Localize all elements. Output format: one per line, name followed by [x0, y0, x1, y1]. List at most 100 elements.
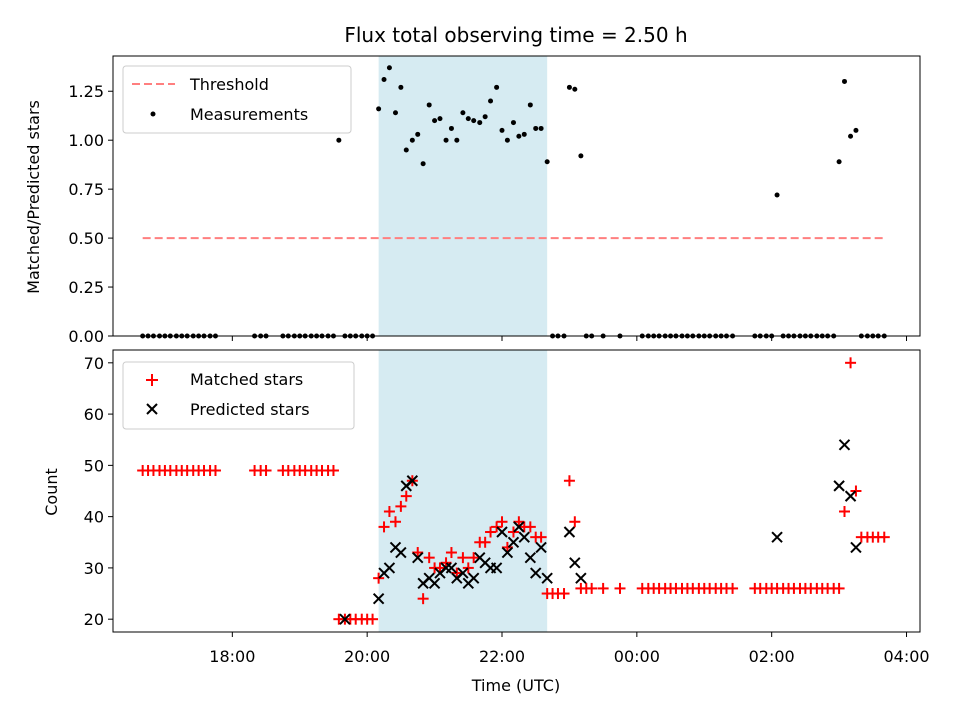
top-axes-frame	[112, 55, 921, 337]
predicted-star-marker	[372, 592, 385, 605]
measurement-point	[465, 116, 471, 122]
predicted-marker-b	[575, 572, 587, 584]
predicted-marker-b	[490, 562, 503, 574]
measurement-point	[336, 137, 342, 143]
predicted-star-marker	[518, 531, 530, 543]
measurement-point	[471, 118, 477, 124]
predicted-star-marker	[467, 572, 480, 584]
measurement-point	[398, 84, 404, 90]
bottom-y-axis-label: Count	[42, 468, 61, 516]
predicted-star-marker	[383, 562, 396, 574]
measurement-point	[510, 120, 516, 126]
predicted-marker-b	[406, 475, 419, 487]
top-y-tick-label: 0.25	[68, 278, 104, 297]
legend-matched-swatch	[146, 374, 158, 386]
measurement-point	[426, 102, 432, 108]
top-highlight-span	[378, 56, 548, 336]
top-panel: 0.00 0.25 0.50 0.75 1.00 1.25 Matched/Predict…	[24, 55, 921, 346]
measurement-point	[538, 125, 544, 131]
matched-star-marker	[597, 582, 609, 594]
bottom-y-ticks: 20 30 40 50 60 70	[84, 354, 113, 629]
predicted-marker-b	[457, 567, 469, 579]
predicted-marker-b	[563, 526, 576, 538]
predicted-star-marker	[428, 577, 441, 589]
x-axis-label: Time (UTC)	[471, 676, 560, 695]
top-y-tick-label: 1.25	[68, 82, 104, 101]
predicted-marker-b	[535, 541, 547, 554]
predicted-marker-b	[569, 557, 581, 569]
predicted-marker-b	[423, 572, 435, 584]
matched-star-marker	[462, 562, 474, 574]
predicted-marker-b	[844, 490, 857, 502]
predicted-marker-b	[496, 526, 508, 538]
measurement-point	[841, 78, 847, 84]
predicted-marker-b	[389, 541, 402, 554]
matched-star-marker	[838, 506, 850, 518]
matched-star-marker	[395, 500, 407, 512]
predicted-star-marker	[535, 541, 547, 554]
predicted-star-marker	[496, 526, 508, 538]
predicted-marker-b	[850, 541, 862, 554]
bottom-y-tick-label: 50	[84, 456, 104, 475]
bottom-panel: 20 30 40 50 60 70 18:00 20:00 22:00 00:00 02:00 04…	[42, 349, 930, 695]
measurement-point	[376, 106, 382, 112]
legend-measurements-swatch	[150, 111, 156, 117]
measurement-point	[454, 137, 460, 143]
legend-measurements-label: Measurements	[190, 105, 308, 124]
measurement-point	[381, 76, 387, 82]
matched-star-marker	[468, 552, 480, 564]
predicted-star-marker	[541, 572, 553, 584]
predicted-star-marker	[530, 567, 542, 579]
legend-predicted-swatch	[146, 403, 158, 415]
matched-star-marker	[451, 567, 463, 579]
matched-star-marker	[479, 536, 491, 548]
measurement-point	[443, 137, 449, 143]
matched-star-marker	[378, 521, 390, 533]
matched-star-marker	[507, 526, 519, 538]
predicted-marker-b	[479, 557, 491, 569]
measurement-point	[488, 98, 494, 104]
matched-star-marker	[367, 613, 379, 625]
predicted-star-marker	[501, 546, 514, 559]
predicted-marker-b	[771, 531, 783, 543]
matched-star-marker	[485, 526, 497, 538]
bottom-y-tick-label: 70	[84, 354, 104, 373]
bottom-x-tick-label: 04:00	[883, 647, 929, 666]
top-legend-box	[122, 65, 352, 134]
predicted-star-marker	[395, 546, 407, 559]
matched-star-marker	[496, 516, 508, 528]
predicted-star-marker	[513, 521, 525, 533]
top-y-ticks: 0.00 0.25 0.50 0.75 1.00 1.25	[68, 82, 113, 346]
measurement-point	[853, 127, 859, 133]
predicted-marker-b	[474, 551, 486, 564]
measurement-point	[836, 159, 842, 165]
measurement-point	[521, 131, 527, 137]
top-y-tick-label: 0.00	[68, 327, 104, 346]
predicted-star-marker	[524, 551, 537, 564]
matched-star-marker	[434, 562, 446, 574]
predicted-star-marker	[569, 557, 581, 569]
measurement-point	[566, 84, 572, 90]
predicted-star-marker	[838, 439, 851, 451]
measurement-point	[437, 116, 443, 122]
matched-star-marker	[373, 572, 385, 584]
predicted-marker-b	[518, 531, 530, 543]
matched-stars-points	[137, 357, 890, 625]
predicted-star-marker	[339, 613, 351, 625]
bottom-y-tick-label: 40	[84, 508, 104, 527]
bottom-x-ticks: 18:00 20:00 22:00 00:00 02:00 04:00	[209, 632, 930, 666]
top-legend: Threshold Measurements	[122, 65, 352, 134]
predicted-marker-b	[833, 480, 845, 492]
measurement-point	[403, 147, 409, 153]
matched-star-marker	[440, 557, 452, 569]
bottom-y-tick-label: 60	[84, 405, 104, 424]
predicted-marker-b	[507, 536, 520, 548]
matched-star-marker	[878, 531, 890, 543]
predicted-marker-b	[339, 613, 351, 625]
predicted-star-marker	[563, 526, 576, 538]
predicted-star-marker	[490, 562, 503, 574]
matched-star-marker	[417, 593, 429, 605]
matched-star-marker	[457, 552, 469, 564]
predicted-star-marker	[850, 541, 862, 554]
